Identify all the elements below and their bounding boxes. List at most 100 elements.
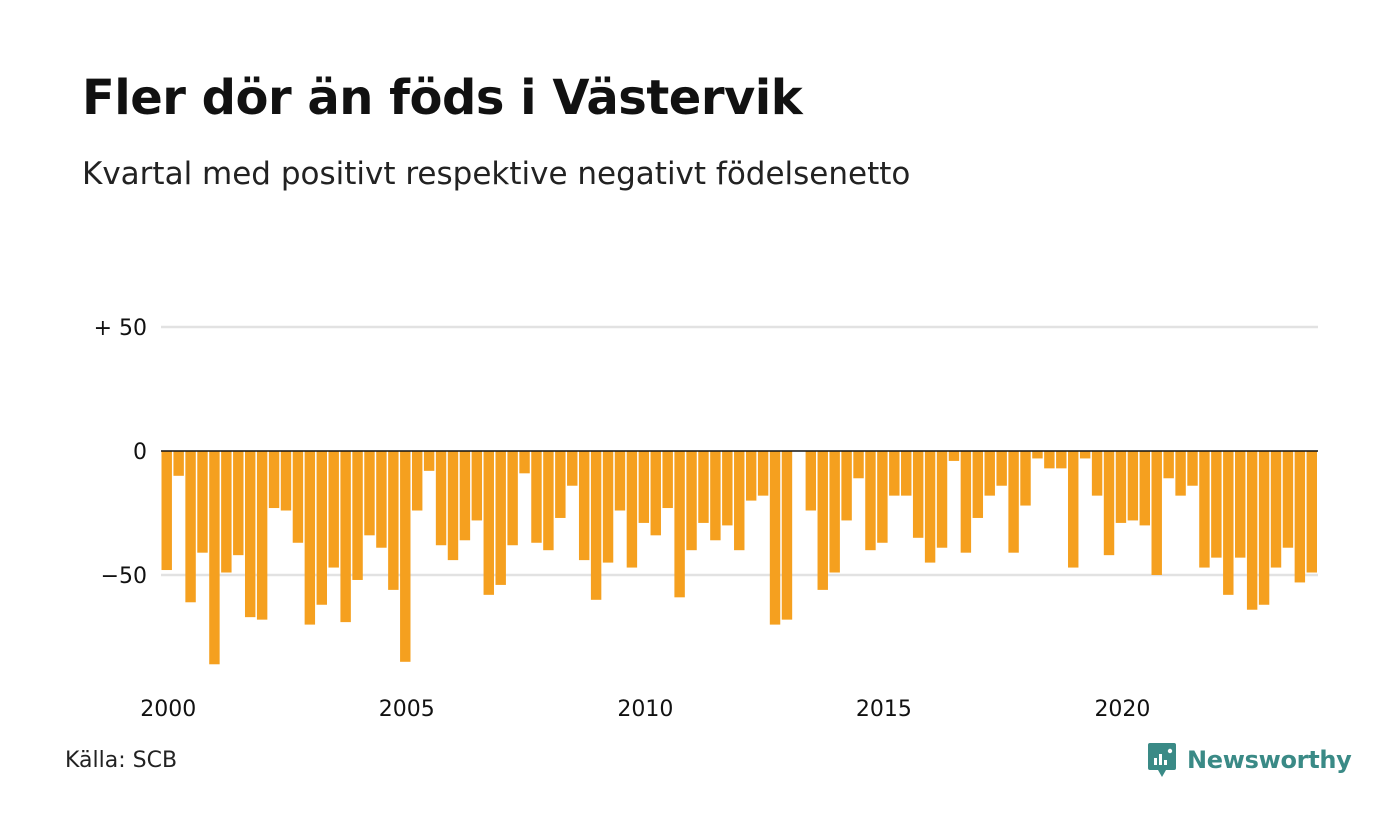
- bar: [1091, 451, 1103, 496]
- bar: [233, 451, 244, 556]
- bar: [221, 451, 232, 573]
- bar: [292, 451, 304, 543]
- bar: [1306, 451, 1317, 573]
- bar: [1163, 451, 1174, 479]
- bar: [805, 451, 817, 511]
- bar: [459, 451, 471, 541]
- x-tick-label: 2010: [617, 697, 673, 722]
- bar: [1079, 451, 1091, 459]
- bar: [901, 451, 912, 496]
- bar: [889, 451, 900, 496]
- bar: [256, 451, 268, 620]
- bar: [543, 451, 554, 551]
- bar: [280, 451, 292, 511]
- bar: [936, 451, 948, 548]
- brand-logo: Newsworthy: [1147, 742, 1352, 778]
- bar: [364, 451, 375, 536]
- x-tick-label: 2000: [140, 697, 196, 722]
- bar: [388, 451, 399, 590]
- bar: [519, 451, 530, 474]
- bar: [411, 451, 423, 511]
- bar: [423, 451, 435, 471]
- y-tick-label: 0: [133, 440, 147, 465]
- axes: + 50 0 −50 2000 2005 2010 2015 2020: [94, 316, 1318, 722]
- y-tick-label: + 50: [94, 316, 147, 341]
- bar: [495, 451, 506, 585]
- bar: [590, 451, 602, 600]
- bar: [722, 451, 733, 526]
- bar: [781, 451, 793, 620]
- bar: [376, 451, 387, 548]
- bar: [1187, 451, 1198, 486]
- bar: [829, 451, 840, 573]
- bar: [769, 451, 781, 625]
- bar: [1020, 451, 1031, 506]
- bar: [209, 451, 220, 665]
- bar: [1151, 451, 1162, 575]
- bar: [1175, 451, 1186, 496]
- bar: [316, 451, 327, 605]
- bar: [960, 451, 972, 553]
- bar: [1294, 451, 1306, 583]
- bar: [1211, 451, 1222, 558]
- bar: [1127, 451, 1139, 521]
- bar: [1199, 451, 1210, 568]
- chart-subtitle: Kvartal med positivt respektive negativt…: [82, 156, 911, 192]
- bar: [1235, 451, 1246, 558]
- bar: [447, 451, 459, 561]
- bar: [662, 451, 673, 509]
- bar: [1008, 451, 1019, 553]
- bar: [483, 451, 494, 595]
- bar: [1139, 451, 1151, 526]
- bar: [578, 451, 590, 561]
- bar: [698, 451, 709, 523]
- bar: [686, 451, 697, 551]
- bar: [972, 451, 984, 518]
- chart-title: Fler dör än föds i Västervik: [82, 70, 803, 126]
- bar: [185, 451, 196, 603]
- bar: [567, 451, 578, 486]
- bar-chart: + 50 0 −50 2000 2005 2010 2015 2020: [94, 316, 1318, 722]
- bar: [555, 451, 566, 518]
- x-tick-label: 2015: [856, 697, 912, 722]
- bar: [924, 451, 936, 563]
- bar: [1115, 451, 1127, 523]
- bar: [912, 451, 924, 538]
- bar: [865, 451, 876, 551]
- bar: [710, 451, 721, 541]
- bar: [745, 451, 757, 501]
- bar: [877, 451, 888, 543]
- bar: [1258, 451, 1270, 605]
- bar: [650, 451, 661, 536]
- bar: [602, 451, 614, 563]
- bar: [244, 451, 256, 618]
- bar: [948, 451, 960, 461]
- bar: [471, 451, 483, 521]
- bar: [197, 451, 208, 553]
- bar: [626, 451, 638, 568]
- bar: [400, 451, 411, 662]
- bar: [304, 451, 316, 625]
- bar: [531, 451, 542, 543]
- bar: [435, 451, 447, 546]
- bar: [173, 451, 184, 476]
- x-tick-label: 2005: [379, 697, 435, 722]
- bar: [817, 451, 828, 590]
- bar: [1032, 451, 1043, 459]
- bar: [996, 451, 1007, 486]
- bar: [757, 451, 769, 496]
- brand-name: Newsworthy: [1187, 746, 1352, 774]
- bar: [734, 451, 745, 551]
- bar: [984, 451, 995, 496]
- x-tick-label: 2020: [1094, 697, 1150, 722]
- bar: [161, 451, 172, 571]
- bar: [268, 451, 280, 509]
- bar: [674, 451, 685, 598]
- bar: [1044, 451, 1055, 469]
- bar: [614, 451, 626, 511]
- bar: [853, 451, 864, 479]
- source-note: Källa: SCB: [65, 748, 178, 773]
- bar: [841, 451, 852, 521]
- bar: [1270, 451, 1282, 568]
- bar: [1282, 451, 1294, 548]
